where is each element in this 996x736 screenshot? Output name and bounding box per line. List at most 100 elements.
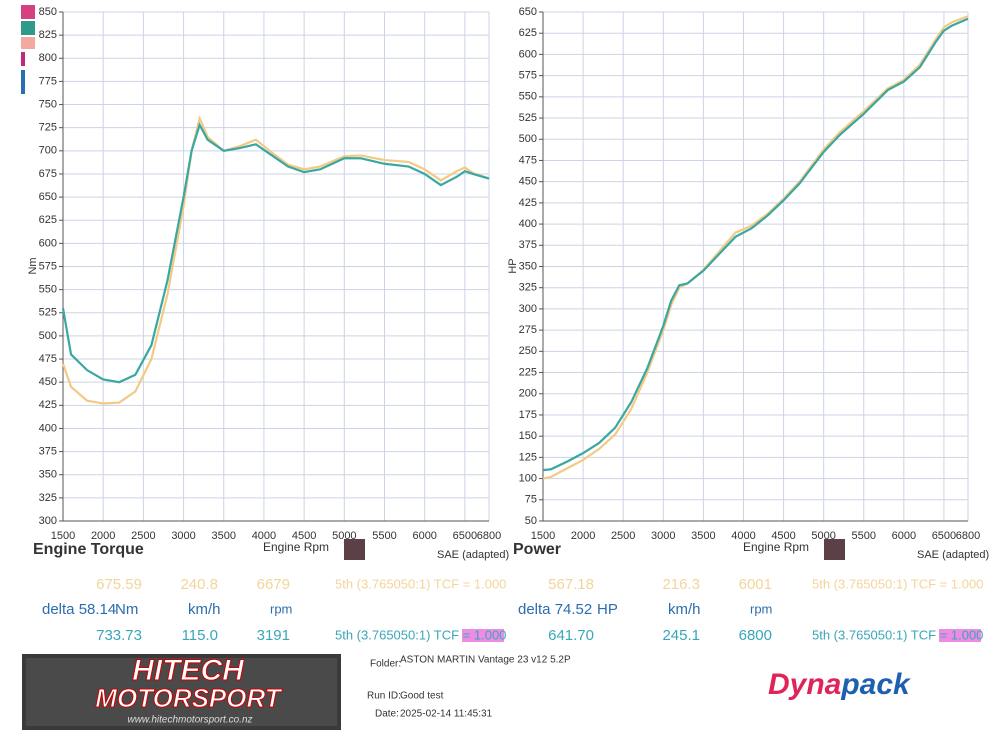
y-tick-label: 375: [39, 445, 57, 457]
y-tick-label: 700: [39, 145, 57, 157]
x-tick-label: 5500: [372, 530, 396, 542]
y-tick-label: 300: [39, 515, 57, 527]
x-tick-label: 6000: [412, 530, 436, 542]
readout: 6679: [257, 576, 290, 593]
note: SAE (adapted): [917, 549, 989, 561]
marker-swatch: [344, 539, 365, 560]
x-tick-label: 6500: [453, 530, 477, 542]
swatch: [21, 5, 35, 19]
readout: 675.59: [96, 576, 142, 593]
y-tick-label: 575: [519, 70, 537, 82]
y-tick-label: 750: [39, 98, 57, 110]
readout: 5th (3.765050:1) TCF = 1.000: [335, 627, 506, 642]
y-tick-label: 350: [39, 469, 57, 481]
y-tick-label: 450: [39, 376, 57, 388]
y-tick-label: 800: [39, 52, 57, 64]
readout: 240.8: [180, 576, 218, 593]
y-tick-label: 275: [519, 324, 537, 336]
readout: delta 74.52: [518, 601, 592, 618]
readout: HP: [597, 601, 618, 618]
readout: 6800: [739, 627, 772, 644]
y-tick-label: 825: [39, 29, 57, 41]
logo-text: HITECH: [132, 654, 245, 687]
readout: 3191: [257, 627, 290, 644]
y-tick-label: 50: [525, 515, 537, 527]
brand-logo: Dynapack: [768, 668, 911, 701]
line-series: [61, 115, 490, 405]
y-tick-label: 150: [519, 430, 537, 442]
date-label: Date:: [375, 709, 399, 720]
x-tick-label: 1500: [531, 530, 555, 542]
y-tick-label: 175: [519, 409, 537, 421]
readout: km/h: [188, 601, 221, 618]
x-tick-label: 1500: [51, 530, 75, 542]
y-tick-label: 400: [39, 422, 57, 434]
readout: delta 58.14: [42, 601, 116, 618]
y-tick-label: 475: [519, 154, 537, 166]
readout: rpm: [750, 601, 772, 616]
brand-b: pack: [840, 668, 911, 701]
swatch: [21, 37, 35, 49]
y-tick-label: 325: [519, 282, 537, 294]
folder: ASTON MARTIN Vantage 23 v12 5.2P: [400, 655, 571, 666]
y-tick-label: 250: [519, 345, 537, 357]
y-tick-label: 850: [39, 6, 57, 18]
x-tick-label: 4500: [771, 530, 795, 542]
readout: 216.3: [662, 576, 700, 593]
y-tick-label: 100: [519, 472, 537, 484]
x-tick-label: 2500: [131, 530, 155, 542]
x-tick-label: 4500: [292, 530, 316, 542]
y-tick-label: 325: [39, 492, 57, 504]
y-tick-label: 75: [525, 494, 537, 506]
x-tick-label: 3500: [691, 530, 715, 542]
logo-checker: [26, 658, 337, 726]
y-tick-label: 400: [519, 218, 537, 230]
swatch: [21, 52, 25, 66]
y-tick-label: 525: [519, 112, 537, 124]
readout: 733.73: [96, 627, 142, 644]
y-tick-label: 475: [39, 353, 57, 365]
note: SAE (adapted): [437, 549, 509, 561]
x-tick-label: 5500: [852, 530, 876, 542]
y-tick-label: 725: [39, 122, 57, 134]
x-tick-label: 6800: [956, 530, 980, 542]
x-tick-label: 2000: [91, 530, 115, 542]
x-axis-label: Engine Rpm: [743, 540, 809, 554]
logo-url: www.hitechmotorsport.co.nz: [127, 715, 252, 726]
y-tick-label: 575: [39, 260, 57, 272]
highlight: [939, 629, 981, 642]
y-axis-label: Nm: [27, 257, 39, 274]
x-tick-label: 5000: [332, 530, 356, 542]
highlight: [462, 629, 504, 642]
y-tick-label: 200: [519, 388, 537, 400]
y-tick-label: 775: [39, 75, 57, 87]
y-tick-label: 625: [39, 214, 57, 226]
chart-title: Engine Torque: [33, 541, 144, 558]
line-series: [61, 122, 490, 384]
readout: Nm: [115, 601, 138, 618]
readout: km/h: [668, 601, 701, 618]
logo-text: MOTORSPORT: [95, 683, 283, 713]
x-tick-label: 2500: [611, 530, 635, 542]
x-tick-label: 5000: [811, 530, 835, 542]
chart-title: Power: [513, 541, 561, 558]
y-tick-label: 675: [39, 168, 57, 180]
x-tick-label: 3000: [651, 530, 675, 542]
y-tick-label: 500: [519, 133, 537, 145]
readout: 5th (3.765050:1) TCF = 1.000: [335, 576, 506, 591]
y-tick-label: 425: [519, 197, 537, 209]
y-tick-label: 525: [39, 307, 57, 319]
y-tick-label: 125: [519, 451, 537, 463]
y-tick-label: 650: [39, 191, 57, 203]
folder-label: Folder:: [370, 659, 401, 670]
readout: 245.1: [662, 627, 700, 644]
x-tick-label: 6000: [892, 530, 916, 542]
readout: rpm: [270, 601, 292, 616]
x-axis-label: Engine Rpm: [263, 540, 329, 554]
x-tick-label: 4000: [252, 530, 276, 542]
y-tick-label: 450: [519, 176, 537, 188]
line-series: [542, 15, 969, 480]
brand-a: Dyna: [768, 668, 841, 701]
swatch: [21, 70, 25, 94]
